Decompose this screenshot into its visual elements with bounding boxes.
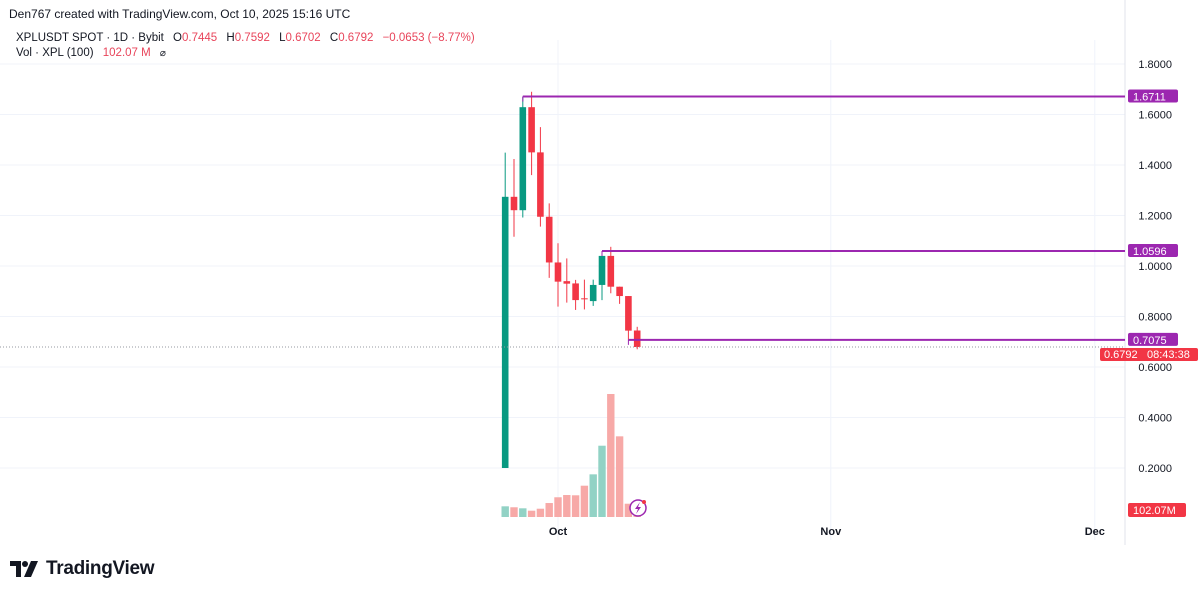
volume-bar <box>589 474 597 517</box>
volume-value: 102.07 M <box>102 47 151 59</box>
candle-body <box>598 255 606 285</box>
candle <box>554 243 562 307</box>
open-value: 0.7445 <box>182 32 218 44</box>
y-tick-label: 1.2000 <box>1138 211 1172 223</box>
candle <box>545 203 553 278</box>
y-tick-label: 0.6000 <box>1138 362 1172 374</box>
candle <box>616 286 623 304</box>
volume-bar <box>501 506 509 517</box>
candle <box>563 258 571 303</box>
level-price-label: 0.7075 <box>1133 335 1167 347</box>
symbol-label[interactable]: XPLUSDT SPOT · 1D · Bybit <box>16 32 164 44</box>
lightning-icon-dot <box>642 500 646 504</box>
last-volume-label: 102.07M <box>1133 505 1176 517</box>
candle-body <box>563 281 571 284</box>
candle-body <box>537 152 544 217</box>
candle-body <box>589 284 597 302</box>
close-value: 0.6792 <box>338 32 374 44</box>
candle <box>528 91 535 176</box>
candle <box>572 279 579 310</box>
candle <box>501 152 509 468</box>
candle <box>607 246 615 294</box>
y-tick-label: 1.0000 <box>1138 261 1172 273</box>
candle-body <box>545 216 553 263</box>
last-price-label: 0.6792 <box>1104 349 1138 361</box>
level-price-tag <box>1128 243 1178 257</box>
lightning-icon-bolt <box>635 502 641 514</box>
candle-body <box>607 255 615 287</box>
close-label: C <box>329 32 339 44</box>
y-tick-label: 1.8000 <box>1138 59 1172 71</box>
volume-bar <box>580 485 589 517</box>
volume-bar <box>563 495 571 517</box>
hidden-eye-icon[interactable]: ⌀ <box>159 48 166 59</box>
volume-bar <box>571 495 580 517</box>
high-label: H <box>226 32 235 44</box>
tradingview-logo-icon <box>10 561 38 577</box>
candle <box>598 251 606 301</box>
low-value: 0.6702 <box>285 32 321 44</box>
lightning-icon[interactable] <box>629 499 647 517</box>
tradingview-logo-text: TradingView <box>46 558 155 579</box>
candle-body <box>581 298 588 300</box>
volume-bar <box>554 497 562 517</box>
candle-body <box>519 107 527 211</box>
level-price-tag <box>1128 332 1178 346</box>
candle <box>510 158 518 237</box>
candle <box>589 279 597 306</box>
tradingview-logo: TradingView <box>10 558 155 580</box>
volume-bar <box>615 436 624 517</box>
countdown-label: 08:43:38 <box>1147 349 1190 361</box>
change-value: −0.0653 (−8.77%) <box>382 32 475 44</box>
volume-label[interactable]: Vol · XPL (100) <box>16 47 94 59</box>
ohlc-legend: XPLUSDT SPOT · 1D · Bybit O0.7445 H0.759… <box>16 31 475 46</box>
x-tick-label: Dec <box>1085 526 1105 538</box>
candle-body <box>633 330 641 348</box>
open-label: O <box>173 32 182 44</box>
candle <box>519 96 527 218</box>
candle-body <box>510 196 518 211</box>
candle-body <box>572 283 579 301</box>
y-tick-label: 0.8000 <box>1138 312 1172 324</box>
y-tick-label: 1.6000 <box>1138 110 1172 122</box>
candle-body <box>528 107 535 153</box>
chart-credit: Den767 created with TradingView.com, Oct… <box>9 7 351 21</box>
legend: XPLUSDT SPOT · 1D · Bybit O0.7445 H0.759… <box>16 31 475 61</box>
candle <box>581 279 588 310</box>
volume-bar <box>598 445 606 517</box>
volume-bar <box>624 503 633 517</box>
y-tick-label: 0.2000 <box>1138 463 1172 475</box>
volume-bar <box>510 507 518 517</box>
volume-legend: Vol · XPL (100) 102.07 M ⌀ <box>16 46 475 61</box>
x-tick-label: Nov <box>820 526 842 538</box>
candle-body <box>625 296 632 331</box>
volume-bar <box>607 394 615 517</box>
x-tick-label: Oct <box>549 526 568 538</box>
volume-bar <box>519 508 527 517</box>
last-price-tag <box>1100 348 1198 362</box>
volume-bar <box>536 508 545 517</box>
candle <box>537 127 544 227</box>
level-price-label: 1.6711 <box>1133 92 1166 104</box>
high-value: 0.7592 <box>234 32 270 44</box>
y-tick-label: 0.4000 <box>1138 413 1172 425</box>
low-label: L <box>279 32 286 44</box>
volume-bar <box>545 503 553 517</box>
candle <box>625 296 632 340</box>
candle <box>633 326 641 350</box>
volume-bar <box>527 510 536 517</box>
level-price-tag <box>1128 89 1178 103</box>
candle-body <box>554 262 562 282</box>
candle-body <box>616 286 623 297</box>
level-price-label: 1.0596 <box>1133 246 1167 258</box>
last-volume-tag <box>1128 503 1186 517</box>
candle-body <box>501 196 509 468</box>
y-tick-label: 1.4000 <box>1138 160 1172 172</box>
